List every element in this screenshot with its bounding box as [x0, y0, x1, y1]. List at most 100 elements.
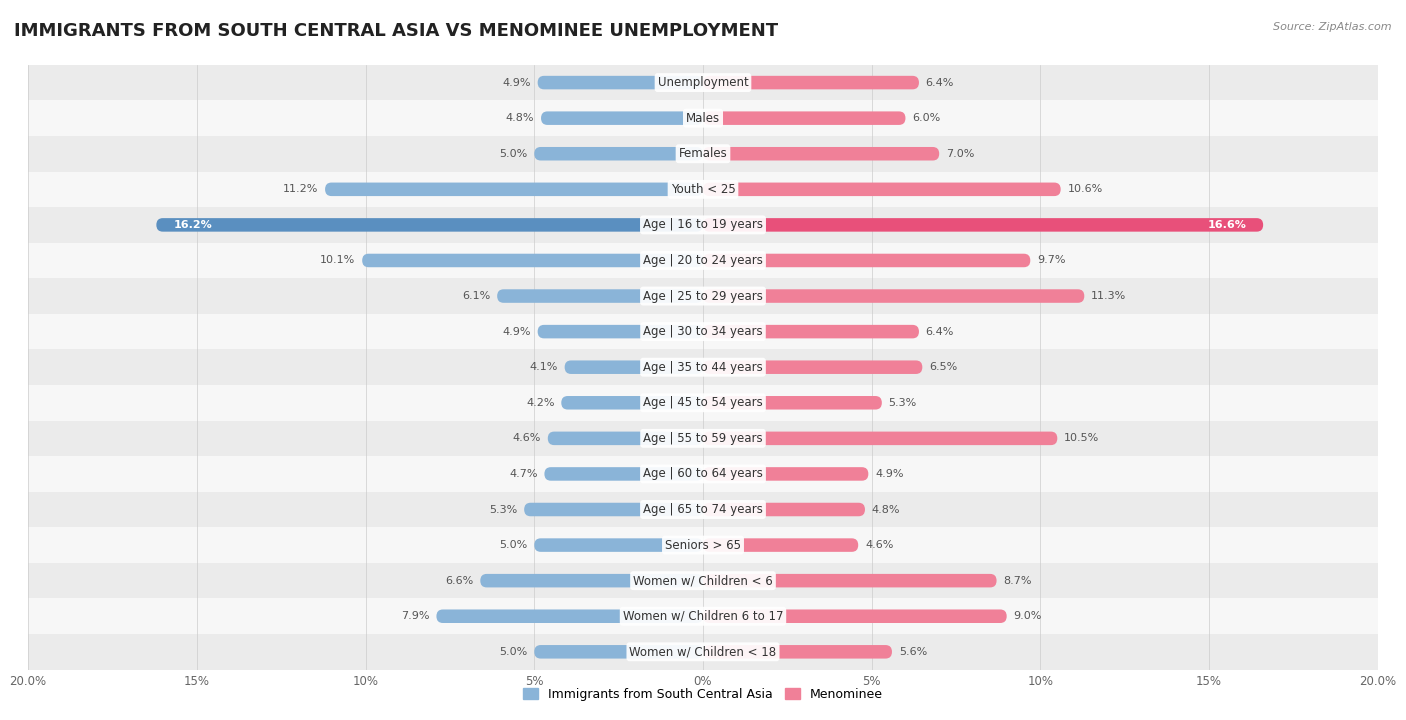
FancyBboxPatch shape — [703, 289, 1084, 303]
Text: Age | 25 to 29 years: Age | 25 to 29 years — [643, 289, 763, 302]
Text: 11.3%: 11.3% — [1091, 291, 1126, 301]
Text: 10.5%: 10.5% — [1064, 433, 1099, 444]
Bar — [28, 171, 1378, 207]
FancyBboxPatch shape — [703, 574, 997, 588]
Bar — [28, 314, 1378, 349]
Bar — [28, 492, 1378, 527]
Text: IMMIGRANTS FROM SOUTH CENTRAL ASIA VS MENOMINEE UNEMPLOYMENT: IMMIGRANTS FROM SOUTH CENTRAL ASIA VS ME… — [14, 22, 778, 40]
Text: Age | 45 to 54 years: Age | 45 to 54 years — [643, 396, 763, 409]
Text: 16.2%: 16.2% — [173, 220, 212, 230]
Text: 4.6%: 4.6% — [865, 540, 893, 550]
Text: 4.1%: 4.1% — [530, 362, 558, 372]
Text: 10.1%: 10.1% — [321, 256, 356, 266]
Text: Source: ZipAtlas.com: Source: ZipAtlas.com — [1274, 22, 1392, 32]
FancyBboxPatch shape — [703, 112, 905, 125]
Text: 5.3%: 5.3% — [889, 397, 917, 408]
FancyBboxPatch shape — [703, 467, 869, 481]
Text: 4.6%: 4.6% — [513, 433, 541, 444]
Bar — [28, 385, 1378, 420]
Text: Females: Females — [679, 148, 727, 161]
FancyBboxPatch shape — [325, 183, 703, 196]
Bar — [28, 456, 1378, 492]
Text: 5.6%: 5.6% — [898, 647, 927, 657]
Bar — [28, 278, 1378, 314]
Bar — [28, 598, 1378, 634]
FancyBboxPatch shape — [534, 539, 703, 552]
Text: Age | 60 to 64 years: Age | 60 to 64 years — [643, 467, 763, 480]
Text: 4.9%: 4.9% — [875, 469, 904, 479]
Text: 6.1%: 6.1% — [463, 291, 491, 301]
FancyBboxPatch shape — [703, 645, 891, 659]
Text: 4.9%: 4.9% — [502, 327, 531, 337]
Text: Women w/ Children 6 to 17: Women w/ Children 6 to 17 — [623, 610, 783, 623]
FancyBboxPatch shape — [561, 396, 703, 410]
Text: 9.7%: 9.7% — [1038, 256, 1066, 266]
Bar — [28, 420, 1378, 456]
FancyBboxPatch shape — [703, 396, 882, 410]
Text: 6.4%: 6.4% — [925, 78, 955, 88]
Text: 8.7%: 8.7% — [1004, 576, 1032, 585]
Bar — [28, 65, 1378, 100]
FancyBboxPatch shape — [534, 645, 703, 659]
FancyBboxPatch shape — [703, 431, 1057, 445]
Bar — [28, 100, 1378, 136]
Text: Age | 16 to 19 years: Age | 16 to 19 years — [643, 218, 763, 231]
FancyBboxPatch shape — [541, 112, 703, 125]
FancyBboxPatch shape — [703, 609, 1007, 623]
Text: Age | 35 to 44 years: Age | 35 to 44 years — [643, 361, 763, 374]
FancyBboxPatch shape — [498, 289, 703, 303]
Text: 7.9%: 7.9% — [401, 611, 430, 621]
Text: Age | 65 to 74 years: Age | 65 to 74 years — [643, 503, 763, 516]
FancyBboxPatch shape — [544, 467, 703, 481]
Text: 9.0%: 9.0% — [1014, 611, 1042, 621]
FancyBboxPatch shape — [363, 253, 703, 267]
Legend: Immigrants from South Central Asia, Menominee: Immigrants from South Central Asia, Meno… — [517, 683, 889, 706]
FancyBboxPatch shape — [534, 147, 703, 161]
Text: 7.0%: 7.0% — [946, 149, 974, 158]
FancyBboxPatch shape — [537, 325, 703, 338]
Text: 4.7%: 4.7% — [509, 469, 537, 479]
Text: Unemployment: Unemployment — [658, 76, 748, 89]
Text: 5.0%: 5.0% — [499, 540, 527, 550]
FancyBboxPatch shape — [703, 147, 939, 161]
Bar — [28, 136, 1378, 171]
Text: 5.0%: 5.0% — [499, 647, 527, 657]
Bar — [28, 634, 1378, 670]
FancyBboxPatch shape — [703, 253, 1031, 267]
Text: 6.0%: 6.0% — [912, 113, 941, 123]
Text: 16.6%: 16.6% — [1208, 220, 1246, 230]
Text: 4.2%: 4.2% — [526, 397, 554, 408]
Text: Seniors > 65: Seniors > 65 — [665, 539, 741, 552]
FancyBboxPatch shape — [703, 539, 858, 552]
FancyBboxPatch shape — [703, 361, 922, 374]
Text: 4.8%: 4.8% — [506, 113, 534, 123]
Text: Women w/ Children < 6: Women w/ Children < 6 — [633, 574, 773, 587]
Text: 6.5%: 6.5% — [929, 362, 957, 372]
Text: Age | 20 to 24 years: Age | 20 to 24 years — [643, 254, 763, 267]
Text: 4.8%: 4.8% — [872, 505, 900, 515]
FancyBboxPatch shape — [703, 218, 1263, 232]
FancyBboxPatch shape — [703, 183, 1060, 196]
Text: 5.3%: 5.3% — [489, 505, 517, 515]
FancyBboxPatch shape — [548, 431, 703, 445]
FancyBboxPatch shape — [703, 325, 920, 338]
Bar — [28, 349, 1378, 385]
Text: 6.6%: 6.6% — [446, 576, 474, 585]
Text: Women w/ Children < 18: Women w/ Children < 18 — [630, 645, 776, 658]
FancyBboxPatch shape — [565, 361, 703, 374]
Text: 4.9%: 4.9% — [502, 78, 531, 88]
Text: 5.0%: 5.0% — [499, 149, 527, 158]
Text: Youth < 25: Youth < 25 — [671, 183, 735, 196]
FancyBboxPatch shape — [481, 574, 703, 588]
Text: Males: Males — [686, 112, 720, 125]
FancyBboxPatch shape — [436, 609, 703, 623]
Text: 6.4%: 6.4% — [925, 327, 955, 337]
Bar — [28, 563, 1378, 598]
Bar — [28, 207, 1378, 243]
FancyBboxPatch shape — [703, 76, 920, 89]
FancyBboxPatch shape — [703, 503, 865, 516]
Text: 10.6%: 10.6% — [1067, 184, 1102, 194]
Bar — [28, 527, 1378, 563]
FancyBboxPatch shape — [537, 76, 703, 89]
FancyBboxPatch shape — [524, 503, 703, 516]
